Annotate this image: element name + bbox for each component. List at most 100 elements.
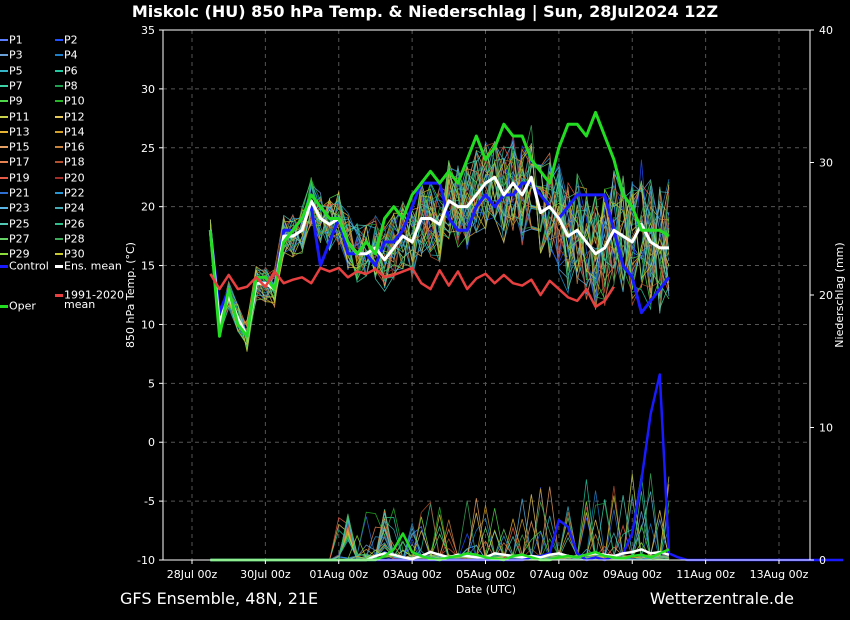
legend-item-p9-swatch [0, 100, 8, 103]
legend-item-p3: P3 [0, 48, 23, 62]
y-tick-label-7: 25 [141, 142, 155, 155]
legend-item-p25-swatch [0, 222, 8, 225]
legend-item-p2: P2 [55, 33, 78, 47]
legend-item-p23-label: P23 [9, 201, 30, 215]
x-tick-label-8: 13Aug 00z [750, 568, 809, 581]
legend: P1 P2 P3 P4 P5 P6 P7 P8 P9 P10 P11 P12 P13 P14 P15 P16 P… [0, 30, 135, 320]
member-line-p20 [209, 136, 670, 334]
legend-item-p26-swatch [55, 222, 63, 225]
legend-item-p18-label: P18 [64, 155, 85, 169]
legend-item-p21-label: P21 [9, 186, 30, 200]
y-tick-label-8: 30 [141, 83, 155, 96]
legend-item-oper-swatch [0, 304, 8, 308]
y2-tick-label-1: 10 [819, 422, 833, 435]
legend-item-p8-swatch [55, 84, 63, 87]
legend-item-p21-swatch [0, 192, 8, 194]
legend-item-p1-swatch [0, 39, 8, 41]
legend-item-p14-swatch [55, 130, 63, 133]
member-line-p18 [209, 142, 670, 335]
legend-item-p11-swatch [0, 115, 8, 118]
series-line-oper [208, 110, 670, 338]
y-tick-label-5: 15 [141, 260, 155, 273]
legend-item-p25: P25 [0, 217, 30, 231]
legend-item-p12-label: P12 [64, 110, 85, 123]
legend-item-p20-swatch [55, 176, 63, 179]
legend-item-p27-swatch [0, 237, 8, 240]
legend-item-p25-label: P25 [9, 217, 30, 231]
member-line-p21 [209, 180, 670, 334]
legend-item-p21: P21 [0, 186, 30, 200]
legend-item-p15: P15 [0, 140, 30, 154]
x-axis-label: Date (UTC) [456, 583, 516, 596]
legend-item-control-swatch [0, 264, 8, 268]
legend-item-p7-label: P7 [9, 79, 23, 93]
legend-item-p10-swatch [55, 100, 63, 103]
legend-item-p4-swatch [55, 54, 63, 57]
legend-item-p29: P29 [0, 247, 30, 261]
series-precip-control [210, 373, 844, 562]
legend-item-p26-label: P26 [64, 217, 85, 231]
ensemble-members [209, 125, 670, 561]
legend-item-control-label: Control [9, 259, 49, 273]
legend-item-p10-label: P10 [64, 94, 85, 108]
y2-tick-label-4: 40 [819, 24, 833, 37]
x-tick-label-0: 28Jul 00z [167, 568, 218, 581]
y-axis-label: 850 hPa Temp. (°C) [124, 242, 137, 348]
legend-item-p4-label: P4 [64, 48, 78, 62]
legend-item-p28-swatch [55, 237, 63, 240]
legend-item-p6: P6 [55, 64, 78, 77]
y-tick-label-2: 0 [148, 436, 155, 449]
legend-item-p5-label: P5 [9, 64, 23, 78]
legend-item-p22: P22 [55, 186, 85, 200]
legend-item-p13-swatch [0, 130, 8, 133]
y-tick-label-6: 20 [141, 201, 155, 214]
legend-item-p12: P12 [55, 110, 85, 123]
legend-item-clim-mean-line2: mean [64, 298, 96, 311]
legend-item-p30-swatch [55, 253, 63, 256]
legend-item-p23: P23 [0, 201, 30, 215]
legend-item-clim-mean-label: 1991-2020 [64, 288, 124, 302]
member-line-p26 [209, 146, 670, 341]
legend-item-p11: P11 [0, 110, 30, 123]
legend-item-p17: P17 [0, 155, 30, 169]
legend-item-p18-swatch [55, 161, 63, 164]
legend-item-p22-label: P22 [64, 186, 85, 200]
legend-item-p20-label: P20 [64, 171, 85, 185]
legend-item-p9: P9 [0, 94, 23, 108]
x-tick-label-7: 11Aug 00z [676, 568, 735, 581]
y2-axis-label: Niederschlag (mm) [833, 242, 846, 347]
legend-item-p19-swatch [0, 176, 8, 179]
member-line-p27 [209, 160, 670, 342]
x-tick-label-4: 05Aug 00z [456, 568, 515, 581]
member-line-p17 [209, 148, 670, 329]
member-line-p25 [209, 145, 670, 339]
legend-item-oper-label: Oper [9, 299, 36, 313]
x-tick-label-3: 03Aug 00z [383, 568, 442, 581]
legend-item-p8-label: P8 [64, 79, 78, 93]
legend-item-p28: P28 [55, 232, 85, 245]
member-precip-p4 [210, 490, 670, 561]
legend-item-p23-swatch [0, 207, 8, 210]
legend-item-p15-label: P15 [9, 140, 30, 154]
legend-item-p24-label: P24 [64, 201, 85, 215]
legend-item-p26: P26 [55, 217, 85, 231]
legend-item-p22-swatch [55, 192, 63, 194]
legend-item-p5-swatch [0, 69, 8, 72]
legend-item-ens-mean-swatch [55, 264, 63, 268]
legend-item-control: Control [0, 259, 49, 273]
legend-item-p3-swatch [0, 54, 8, 57]
legend-item-p30-label: P30 [64, 247, 85, 261]
legend-item-p7: P7 [0, 79, 23, 93]
chart-ticks: -10 -5 0 5 10 15 20 25 30 35 0 10 20 30 40 28Jul 00z 30J… [137, 24, 833, 581]
legend-item-p13-label: P13 [9, 125, 30, 139]
legend-item-clim-mean: 1991-2020 [55, 288, 124, 302]
legend-item-p13: P13 [0, 125, 30, 139]
member-line-p3 [209, 141, 670, 343]
legend-item-p9-label: P9 [9, 94, 23, 108]
legend-item-p7-swatch [0, 84, 8, 87]
y-tick-label-3: 5 [148, 377, 155, 390]
legend-item-p24-swatch [55, 207, 63, 210]
legend-item-oper: Oper [0, 299, 36, 313]
legend-item-p2-label: P2 [64, 33, 78, 47]
